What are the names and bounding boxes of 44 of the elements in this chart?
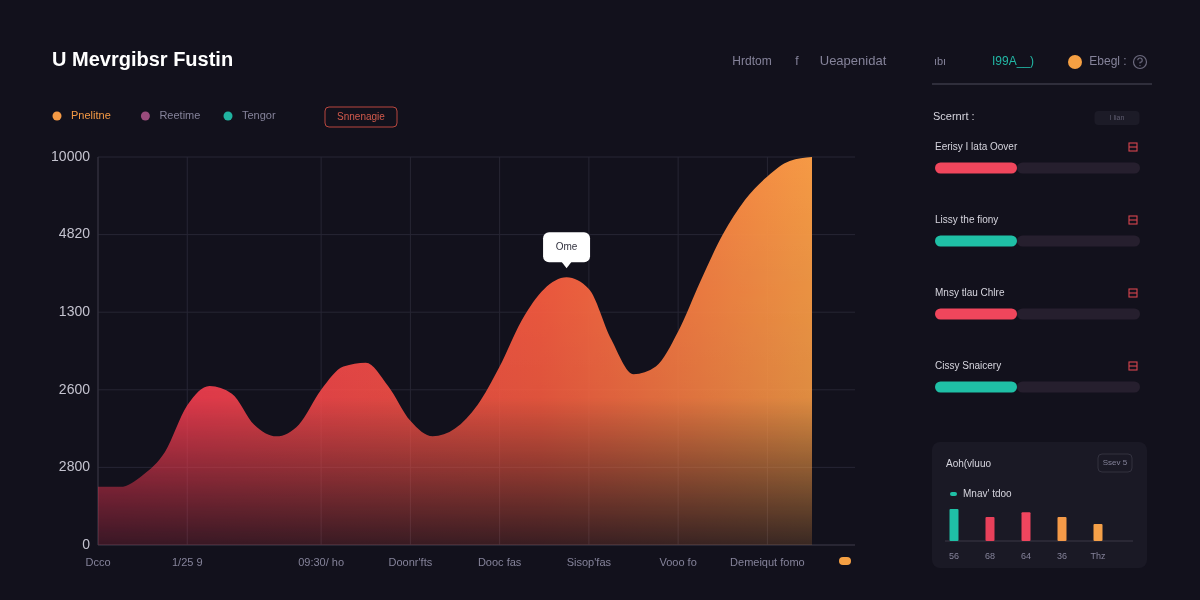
x-tick-label: Vooo fo bbox=[659, 555, 697, 568]
button: Snnenagie bbox=[324, 106, 398, 128]
y-tick-label: Cissy Snaicery bbox=[935, 359, 1002, 371]
bar bbox=[1093, 524, 1103, 541]
legend-label: Tengor bbox=[242, 108, 276, 121]
x-tick-label: Sisop'fas bbox=[566, 555, 612, 568]
legend-label: Mnav' tdoo bbox=[963, 487, 1013, 499]
x-tick-label: 68 bbox=[984, 551, 996, 562]
x-tick-label: 56 bbox=[948, 551, 960, 562]
text: Ueapenidat bbox=[819, 53, 887, 69]
legend-label: Reetime bbox=[159, 108, 201, 121]
x-tick-label: 36 bbox=[1056, 551, 1068, 562]
chart-title: U Mevrgibsr Fustin bbox=[52, 48, 234, 71]
annotation: 0 bbox=[82, 535, 91, 552]
legend-label: Pnelitne bbox=[71, 108, 111, 121]
x-tick-label: Demeiqut fomo bbox=[730, 555, 805, 568]
text: Hrdtom bbox=[732, 54, 772, 69]
x-tick-label: 1/25 9 bbox=[171, 555, 203, 568]
y-tick-label: Mnsy tlau Chlre bbox=[935, 286, 1005, 298]
chart-title: Aoh(vluuo bbox=[946, 457, 992, 469]
bar bbox=[1021, 512, 1031, 541]
annotation: 1300 bbox=[58, 302, 91, 319]
x-tick-label: 09:30/ ho bbox=[298, 555, 345, 568]
x-tick-label: Dcco bbox=[85, 555, 111, 568]
annotation: 2600 bbox=[58, 380, 91, 397]
text: I99A__) bbox=[991, 54, 1035, 69]
bar bbox=[1057, 517, 1067, 541]
annotation: 10000 bbox=[51, 147, 91, 164]
annotation: 4820 bbox=[58, 225, 91, 242]
chart-title: Scernrt : bbox=[933, 109, 975, 122]
text: Ebegl : bbox=[1089, 54, 1127, 69]
y-tick-label: Eerisy I lata Oover bbox=[935, 140, 1018, 152]
button: Ssev 5 bbox=[1097, 453, 1133, 473]
annotation: Ome bbox=[555, 240, 578, 252]
text: f bbox=[795, 54, 800, 69]
bar bbox=[949, 509, 959, 541]
bar bbox=[985, 517, 995, 541]
y-tick-label: Lissy the fiony bbox=[935, 213, 999, 225]
x-tick-label: 64 bbox=[1020, 551, 1032, 562]
x-tick-label: Thz bbox=[1090, 551, 1106, 562]
x-tick-label: Dooc fas bbox=[477, 555, 522, 568]
x-tick-label: Doonr'fts bbox=[388, 555, 433, 568]
annotation: 2800 bbox=[58, 458, 91, 475]
text: ıbı bbox=[933, 54, 947, 67]
